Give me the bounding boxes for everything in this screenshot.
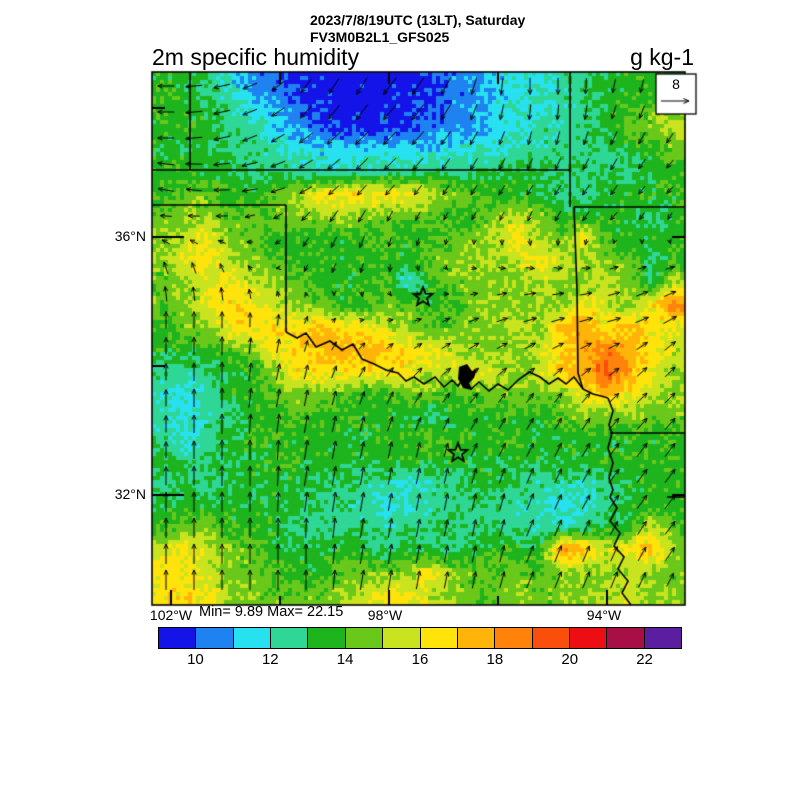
colorbar-cell-7 — [419, 627, 458, 649]
colorbar-cell-6 — [382, 627, 421, 649]
title-datetime: 2023/7/8/19UTC (13LT), Saturday — [310, 12, 526, 28]
colorbar-cell-1 — [195, 627, 234, 649]
colorbar-cell-10 — [531, 627, 570, 649]
colorbar-cell-11 — [568, 627, 608, 649]
lon-label-102W: 102°W — [149, 607, 193, 623]
colorbar-cell-5 — [344, 627, 384, 649]
plot-header: 2023/7/8/19UTC (13LT), Saturday FV3M0B2L… — [310, 12, 525, 46]
colorbar-cell-0 — [158, 627, 197, 649]
minmax-stats: Min= 9.89 Max= 22.15 — [199, 604, 344, 620]
colorbar-tick-12: 12 — [261, 651, 279, 668]
colorbar-cell-12 — [606, 627, 645, 649]
colorbar-cell-13 — [643, 627, 683, 649]
lon-label-94W: 94°W — [586, 607, 622, 623]
colorbar-tick-22: 22 — [636, 651, 653, 668]
colorbar-tick-18: 18 — [486, 651, 504, 668]
variable-title: 2m specific humidity — [152, 44, 360, 70]
lat-label-36N: 36°N — [114, 228, 146, 244]
colorbar — [158, 627, 683, 649]
colorbar-tick-14: 14 — [336, 651, 354, 668]
colorbar-cell-8 — [456, 627, 496, 649]
colorbar-cell-4 — [307, 627, 346, 649]
colorbar-tick-10: 10 — [187, 651, 204, 668]
lon-label-98W: 98°W — [367, 607, 403, 623]
colorbar-cell-2 — [232, 627, 272, 649]
colorbar-tick-16: 16 — [411, 651, 429, 668]
title-model: FV3M0B2L1_GFS025 — [310, 29, 450, 45]
units-label: g kg-1 — [630, 44, 694, 70]
wind-ref-value: 8 — [672, 76, 680, 92]
lat-label-32N: 32°N — [114, 486, 146, 502]
colorbar-cell-3 — [270, 627, 309, 649]
colorbar-tick-20: 20 — [561, 651, 579, 668]
colorbar-cell-9 — [494, 627, 533, 649]
